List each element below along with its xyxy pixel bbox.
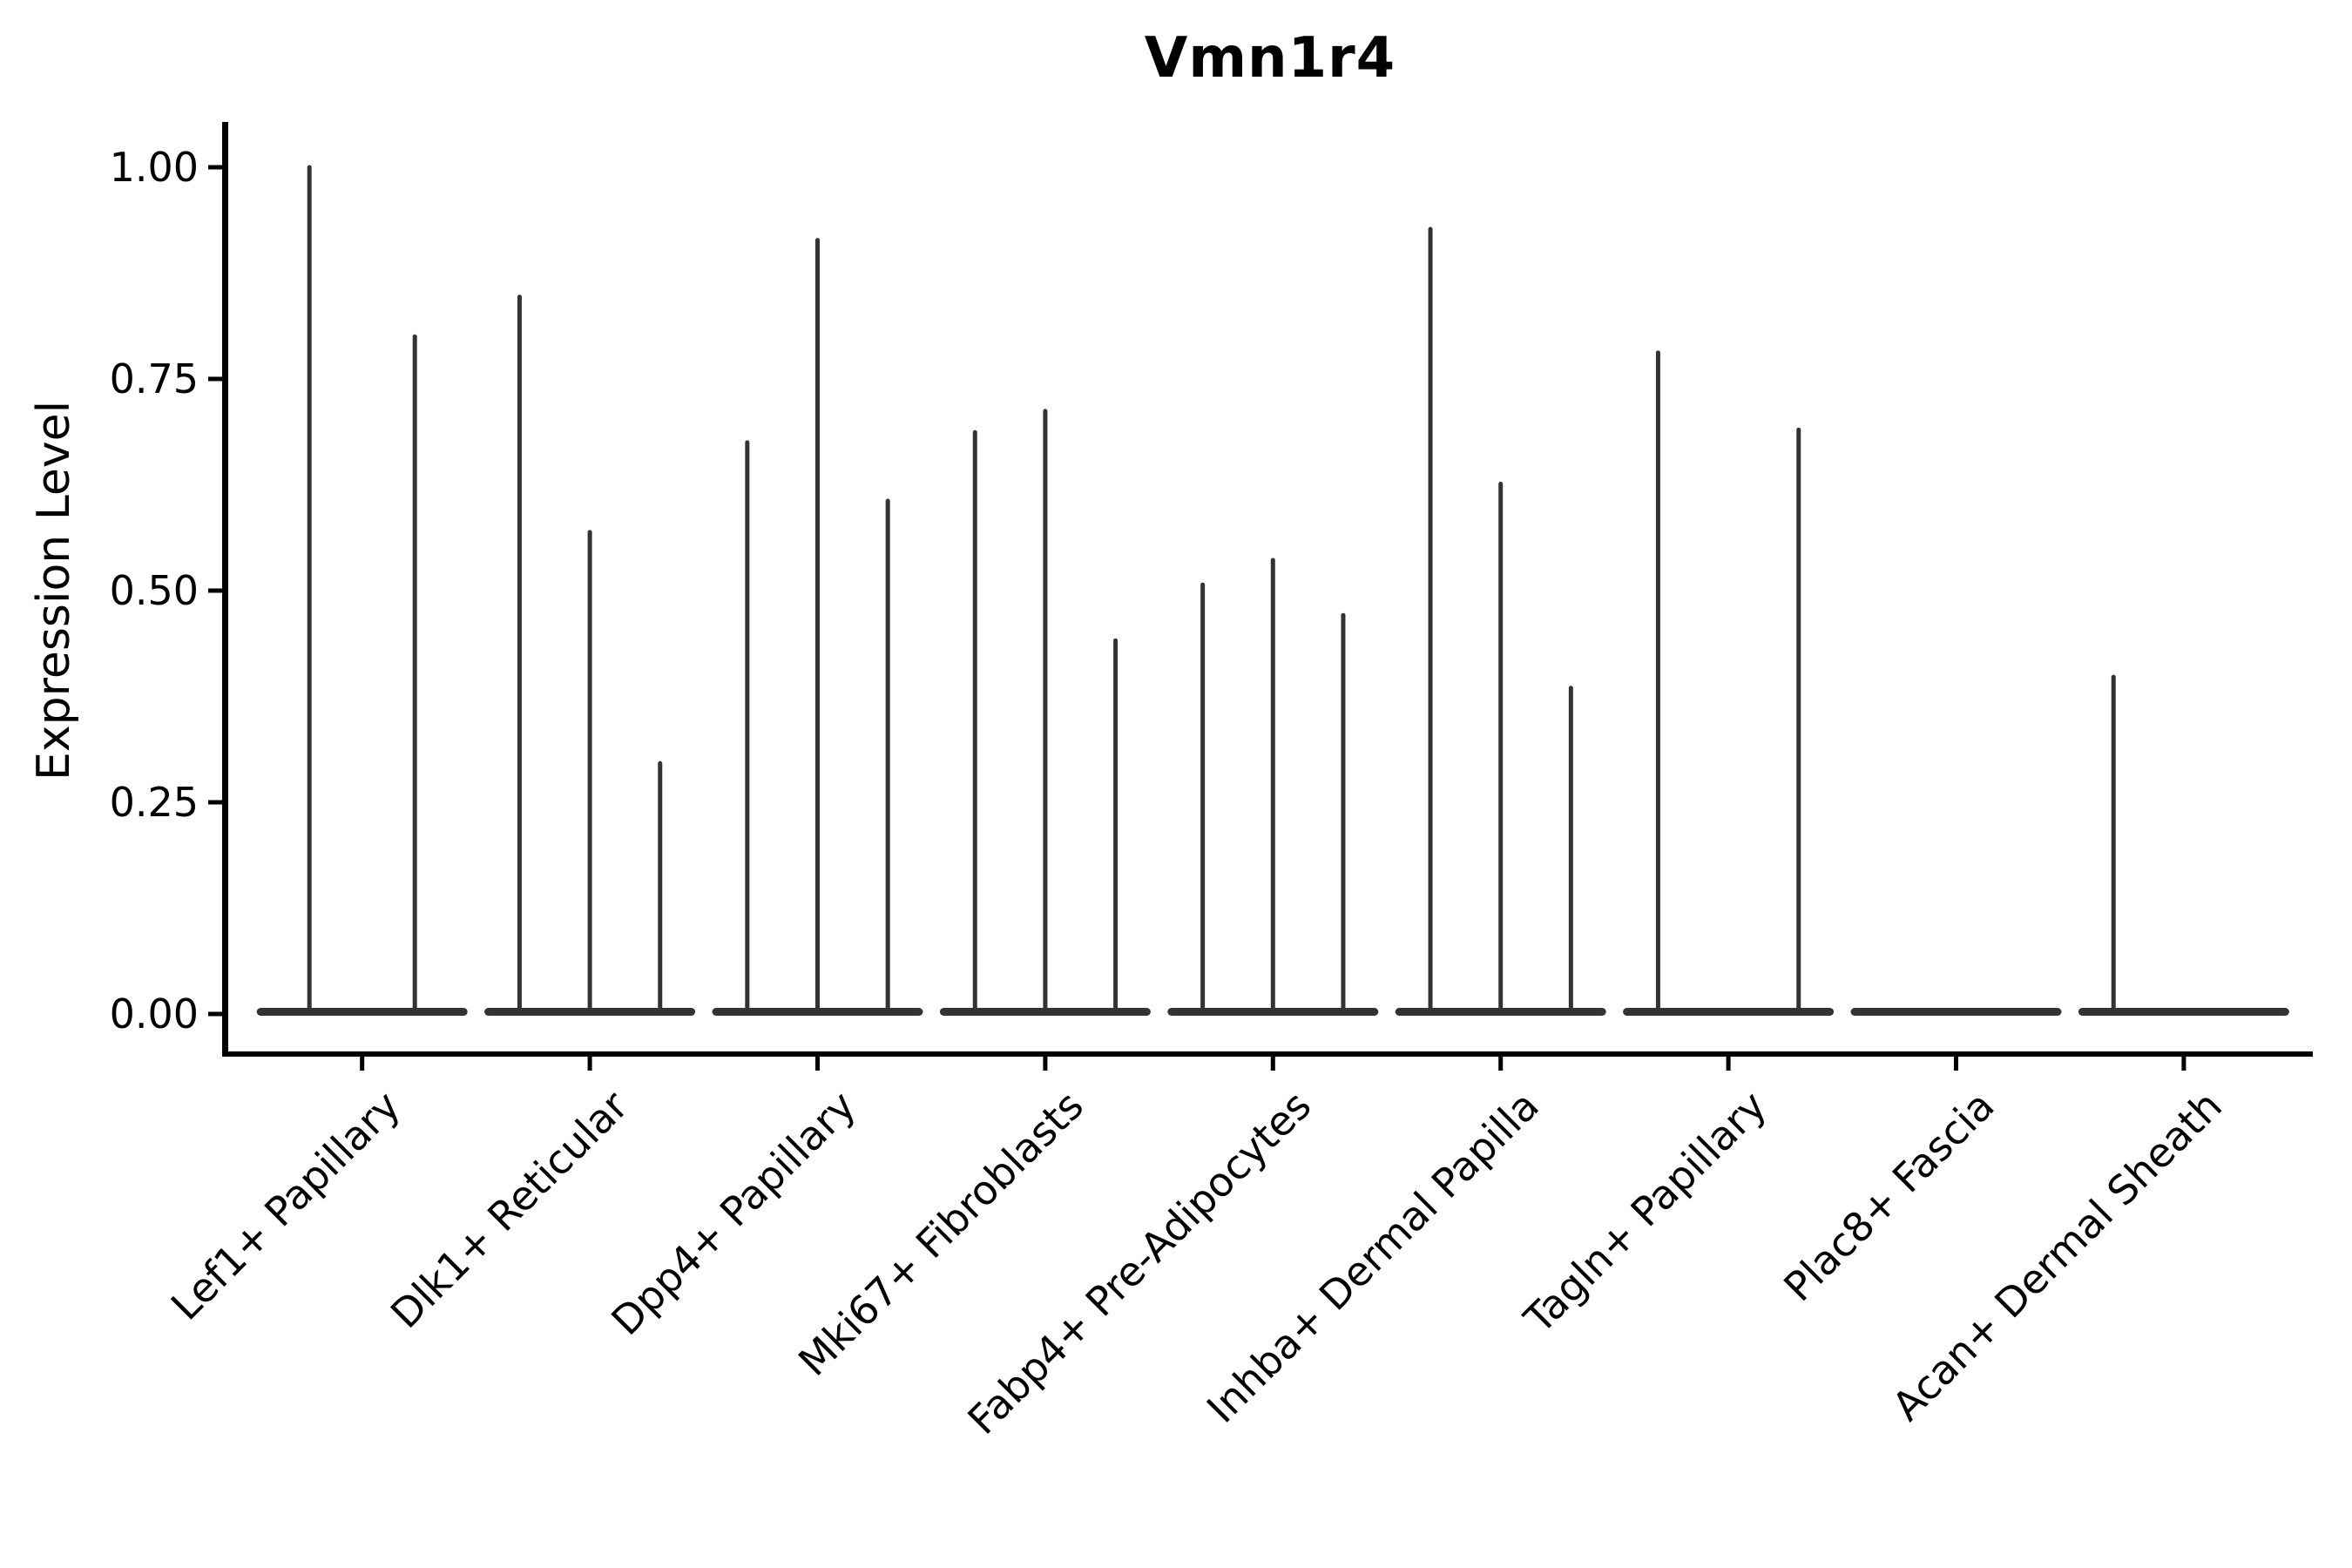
x-tick-mark <box>587 1057 592 1071</box>
x-tick-mark <box>815 1057 820 1071</box>
y-tick-label: 0.50 <box>110 567 199 614</box>
x-tick-mark <box>1954 1057 1958 1071</box>
y-tick-label: 0.75 <box>110 355 199 402</box>
y-tick-label: 0.25 <box>110 779 199 826</box>
violin-base <box>1850 1008 2062 1016</box>
x-tick-mark <box>1498 1057 1504 1071</box>
y-tick-mark <box>208 165 222 170</box>
x-tick-mark <box>1043 1057 1048 1071</box>
y-tick-mark <box>208 1011 222 1017</box>
y-tick-mark <box>208 376 222 382</box>
y-tick-label: 1.00 <box>110 144 199 191</box>
violin-base <box>2078 1008 2289 1016</box>
y-tick-mark <box>208 588 222 593</box>
x-tick-mark <box>2181 1057 2186 1071</box>
y-tick-label: 0.00 <box>110 990 199 1037</box>
y-axis-spine <box>222 122 228 1057</box>
x-tick-mark <box>1726 1057 1731 1071</box>
violin-base <box>1623 1008 1835 1016</box>
x-tick-label: Tagln+ Papillary <box>1515 1082 1776 1343</box>
x-tick-label: Dlk1+ Reticular <box>382 1082 637 1337</box>
x-tick-label: Lef1+ Papillary <box>162 1082 409 1329</box>
x-tick-mark <box>360 1057 365 1071</box>
x-tick-label: Plac8+ Fascia <box>1774 1082 2003 1310</box>
x-axis-spine <box>222 1051 2313 1057</box>
y-tick-mark <box>208 800 222 805</box>
x-tick-mark <box>1270 1057 1275 1071</box>
violin-base <box>256 1008 468 1016</box>
x-tick-label: Dpp4+ Papillary <box>602 1082 864 1344</box>
chart-title: Vmn1r4 <box>1144 26 1396 91</box>
